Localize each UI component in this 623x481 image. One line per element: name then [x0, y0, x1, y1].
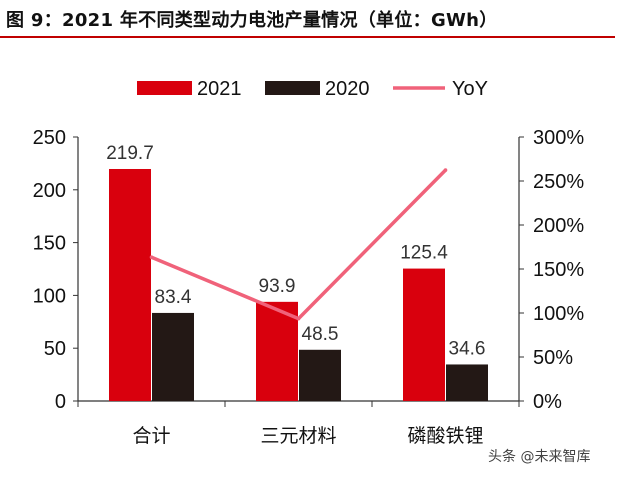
left-tick-label: 0 — [55, 391, 66, 413]
legend-swatch-2020 — [265, 81, 320, 95]
data-label-2020-1: 48.5 — [302, 324, 339, 345]
data-label-2020-0: 83.4 — [155, 287, 192, 308]
data-label-2021-1: 93.9 — [259, 276, 296, 297]
chart-title: 图 9：2021 年不同类型动力电池产量情况（单位：GWh） — [6, 10, 498, 31]
category-label-1: 三元材料 — [260, 425, 336, 447]
data-label-2021-2: 125.4 — [400, 243, 448, 264]
right-tick-label: 250% — [533, 171, 584, 193]
bar-2020-2 — [446, 364, 488, 401]
right-tick-label: 0% — [533, 391, 562, 413]
category-label-0: 合计 — [132, 425, 170, 447]
left-tick-label: 250 — [33, 127, 66, 149]
legend-label-yoy: YoY — [452, 78, 488, 100]
title-divider — [0, 36, 615, 38]
bar-2021-2 — [403, 268, 445, 401]
bar-2021-1 — [256, 301, 298, 401]
legend-label-2021: 2021 — [197, 78, 242, 100]
right-tick-label: 300% — [533, 127, 584, 149]
bar-2020-0 — [152, 312, 194, 401]
data-label-2021-0: 219.7 — [106, 143, 154, 164]
data-labels: 219.7 83.4 93.9 48.5 125.4 34.6 — [106, 143, 485, 359]
axes: 0 50 100 150 200 250 0% 50% 100% 150% 200% 250% 300% — [33, 127, 585, 413]
category-label-2: 磷酸铁锂 — [407, 425, 483, 447]
left-tick-label: 50 — [44, 338, 66, 360]
yoy-line-group — [149, 168, 448, 321]
yoy-point-0 — [149, 255, 154, 260]
left-tick-label: 100 — [33, 285, 66, 307]
legend: 2021 2020 YoY — [137, 78, 488, 100]
left-tick-label: 200 — [33, 180, 66, 202]
right-tick-label: 100% — [533, 303, 584, 325]
bars — [109, 168, 488, 401]
bar-2021-0 — [109, 168, 151, 401]
right-tick-label: 150% — [533, 259, 584, 281]
legend-swatch-2021 — [137, 81, 192, 95]
data-label-2020-2: 34.6 — [449, 338, 486, 359]
yoy-point-1 — [296, 316, 301, 321]
yoy-point-2 — [443, 168, 448, 172]
watermark: 头条 @未来智库 — [488, 449, 591, 465]
legend-label-2020: 2020 — [325, 78, 370, 100]
category-labels: 合计 三元材料 磷酸铁锂 — [132, 425, 483, 447]
right-tick-label: 200% — [533, 215, 584, 237]
bar-2020-1 — [299, 349, 341, 401]
right-tick-label: 50% — [533, 347, 573, 369]
left-tick-label: 150 — [33, 233, 66, 255]
